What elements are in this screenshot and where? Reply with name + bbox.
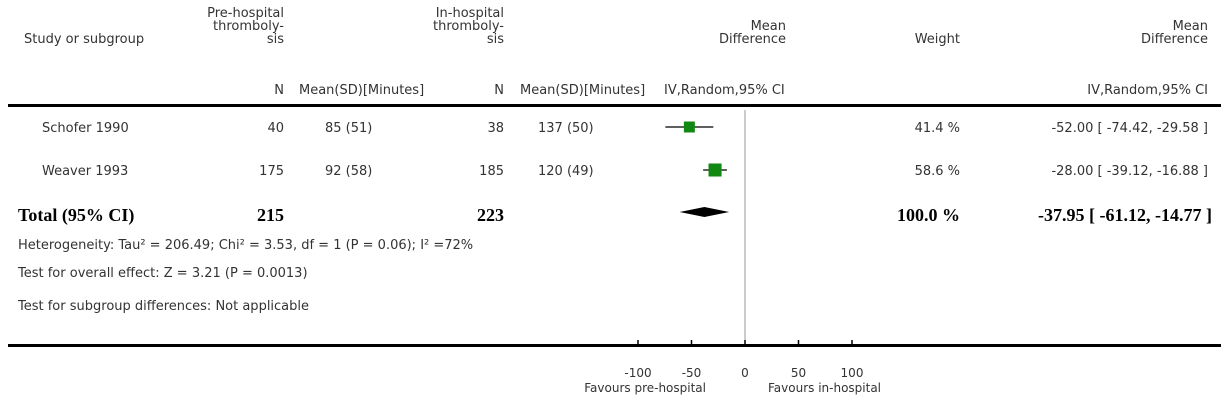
heterogeneity-note: Heterogeneity: Tau² = 206.49; Chi² = 3.5…	[18, 238, 474, 253]
study-n1: 40	[267, 121, 284, 136]
study-n2: 185	[479, 164, 504, 179]
header-study: Study or subgroup	[24, 32, 145, 47]
total-n1: 215	[257, 205, 284, 225]
study-name: Schofer 1990	[42, 121, 129, 136]
header-group1-line1: Pre-hospital	[207, 6, 284, 21]
study-weight: 58.6 %	[914, 164, 960, 179]
total-label: Total (95% CI)	[18, 205, 135, 225]
header-weight: Weight	[914, 32, 960, 47]
study-point-marker	[683, 121, 695, 133]
study-n1: 175	[259, 164, 284, 179]
subheader-n2: N	[494, 83, 504, 98]
favours-left-label: Favours pre-hospital	[584, 381, 706, 395]
axis-tick-label: 50	[790, 366, 807, 380]
study-mean1: 92 (58)	[325, 164, 373, 179]
study-mean2: 120 (49)	[538, 164, 594, 179]
header-effect-text-line1: Mean	[1172, 19, 1208, 34]
header-effect-plot-line1: Mean	[750, 19, 786, 34]
header-group2-line1: In-hospital	[435, 6, 504, 21]
study-name: Weaver 1993	[42, 164, 129, 179]
header-group2-line2: thromboly-	[433, 19, 504, 34]
study-mean1: 85 (51)	[325, 121, 373, 136]
axis-tick-label: -50	[681, 366, 702, 380]
header-group1-line2: thromboly-	[213, 19, 284, 34]
total-ci: -37.95 [ -61.12, -14.77 ]	[1038, 205, 1212, 225]
subheader-mean2: Mean(SD)[Minutes]	[520, 83, 646, 98]
study-mean2: 137 (50)	[538, 121, 594, 136]
favours-right-label: Favours in-hospital	[768, 381, 882, 395]
subgroup-note: Test for subgroup differences: Not appli…	[18, 299, 310, 314]
header-effect-text-line2: Difference	[1140, 32, 1208, 47]
subheader-plot: IV,Random,95% CI	[664, 83, 785, 98]
axis-tick-label: 0	[741, 366, 749, 380]
header-effect-plot-line2: Difference	[718, 32, 786, 47]
axis-tick-label: -100	[624, 366, 652, 380]
study-n2: 38	[487, 121, 504, 136]
header-effect-text: Mean Difference	[1060, 20, 1208, 46]
total-n2: 223	[477, 205, 504, 225]
header-group1: Pre-hospital thromboly- sis	[150, 7, 284, 46]
study-point-marker	[708, 163, 722, 177]
overall-effect-note: Test for overall effect: Z = 3.21 (P = 0…	[18, 266, 308, 281]
study-ci: -52.00 [ -74.42, -29.58 ]	[1051, 121, 1208, 136]
header-effect-plot: Mean Difference	[640, 20, 786, 46]
axis-tick-label: 100	[840, 366, 864, 380]
total-weight: 100.0 %	[897, 205, 960, 225]
total-diamond	[679, 207, 730, 217]
subheader-mean1: Mean(SD)[Minutes]	[299, 83, 425, 98]
subheader-text: IV,Random,95% CI	[1087, 83, 1208, 98]
header-group2-line3: sis	[486, 32, 504, 47]
study-ci: -28.00 [ -39.12, -16.88 ]	[1051, 164, 1208, 179]
header-rule	[8, 104, 1221, 107]
subheader-n1: N	[274, 83, 284, 98]
study-weight: 41.4 %	[914, 121, 960, 136]
header-group1-line3: sis	[266, 32, 284, 47]
header-group2: In-hospital thromboly- sis	[360, 7, 504, 46]
bottom-rule	[8, 344, 1221, 347]
